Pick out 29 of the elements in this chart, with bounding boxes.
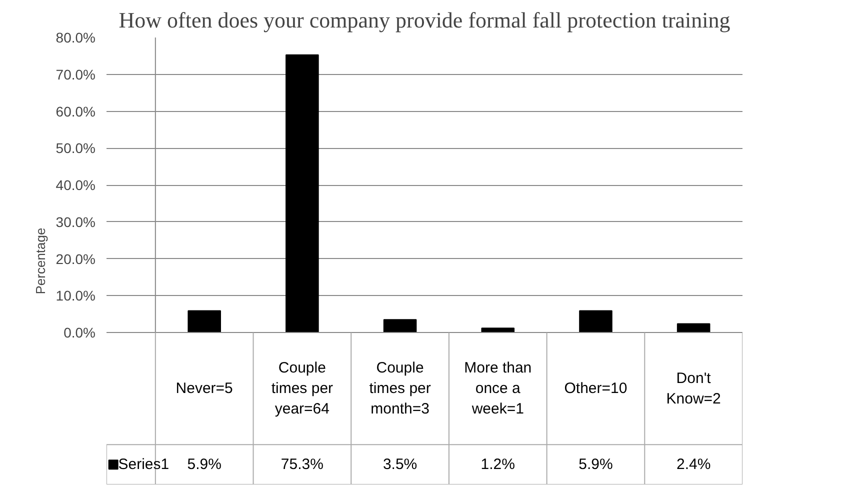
data-label: 5.9% bbox=[187, 456, 222, 474]
x-tick-label: Couple times per month=3 bbox=[369, 360, 431, 418]
data-label: 3.5% bbox=[382, 456, 418, 474]
legend-label: Series1 bbox=[118, 456, 170, 474]
x-tick-label: Couple times per year=64 bbox=[271, 360, 334, 418]
x-tick-label: Never=5 bbox=[176, 380, 233, 398]
y-tick-label: 10.0% bbox=[56, 288, 96, 304]
y-tick-label: 50.0% bbox=[56, 140, 96, 156]
data-label: 2.4% bbox=[676, 456, 711, 474]
data-label: 1.2% bbox=[480, 456, 515, 474]
data-label: 5.9% bbox=[578, 456, 613, 474]
y-tick-label: 80.0% bbox=[56, 30, 96, 46]
bar bbox=[383, 319, 417, 334]
bar bbox=[188, 310, 221, 334]
y-tick-label: 60.0% bbox=[56, 103, 96, 120]
x-tick-label: More than once a week=1 bbox=[464, 360, 532, 418]
y-tick-label: 40.0% bbox=[56, 177, 96, 194]
x-tick-label: Don't Know=2 bbox=[666, 370, 721, 408]
bar bbox=[676, 323, 710, 334]
y-tick-label: 0.0% bbox=[64, 324, 96, 341]
data-label: 75.3% bbox=[280, 456, 324, 474]
y-tick-label: 70.0% bbox=[56, 66, 96, 82]
bar bbox=[286, 54, 319, 334]
y-tick-label: 30.0% bbox=[56, 214, 96, 230]
x-tick-label: Other=10 bbox=[564, 380, 628, 398]
y-tick-label: 20.0% bbox=[56, 250, 96, 267]
chart-title: How often does your company provide formal fall protection training bbox=[118, 8, 730, 32]
y-axis-title: Percentage bbox=[32, 228, 48, 294]
bar bbox=[579, 310, 612, 334]
